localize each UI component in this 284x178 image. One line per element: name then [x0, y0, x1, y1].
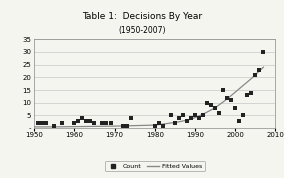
Point — [213, 106, 217, 109]
Legend: Count, Fitted Values: Count, Fitted Values — [105, 161, 205, 171]
Text: Table 1:  Decisions By Year: Table 1: Decisions By Year — [82, 12, 202, 22]
Point — [209, 104, 213, 107]
Point — [261, 50, 266, 53]
Point — [241, 114, 246, 117]
Point — [104, 122, 109, 124]
Point — [108, 122, 113, 124]
Point — [229, 99, 233, 102]
Point — [217, 111, 222, 114]
Point — [36, 122, 40, 124]
Point — [181, 114, 185, 117]
Point — [221, 89, 225, 91]
Point — [233, 106, 237, 109]
Point — [173, 122, 177, 124]
Point — [40, 122, 44, 124]
Point — [92, 122, 97, 124]
Point — [245, 94, 250, 96]
Point — [169, 114, 173, 117]
Point — [257, 68, 262, 71]
Point — [88, 119, 93, 122]
Point — [237, 119, 241, 122]
Point — [193, 114, 197, 117]
Point — [156, 122, 161, 124]
Point — [84, 119, 89, 122]
Text: (1950-2007): (1950-2007) — [118, 26, 166, 35]
Point — [225, 96, 229, 99]
Point — [201, 114, 205, 117]
Point — [120, 124, 125, 127]
Point — [76, 119, 81, 122]
Point — [80, 117, 85, 119]
Point — [160, 124, 165, 127]
Point — [128, 117, 133, 119]
Point — [124, 124, 129, 127]
Point — [249, 91, 254, 94]
Point — [44, 122, 48, 124]
Point — [185, 119, 189, 122]
Point — [100, 122, 105, 124]
Point — [52, 124, 57, 127]
Point — [177, 117, 181, 119]
Point — [205, 101, 209, 104]
Point — [253, 73, 258, 76]
Point — [197, 117, 201, 119]
Point — [189, 117, 193, 119]
Point — [60, 122, 64, 124]
Point — [153, 124, 157, 127]
Point — [72, 122, 77, 124]
